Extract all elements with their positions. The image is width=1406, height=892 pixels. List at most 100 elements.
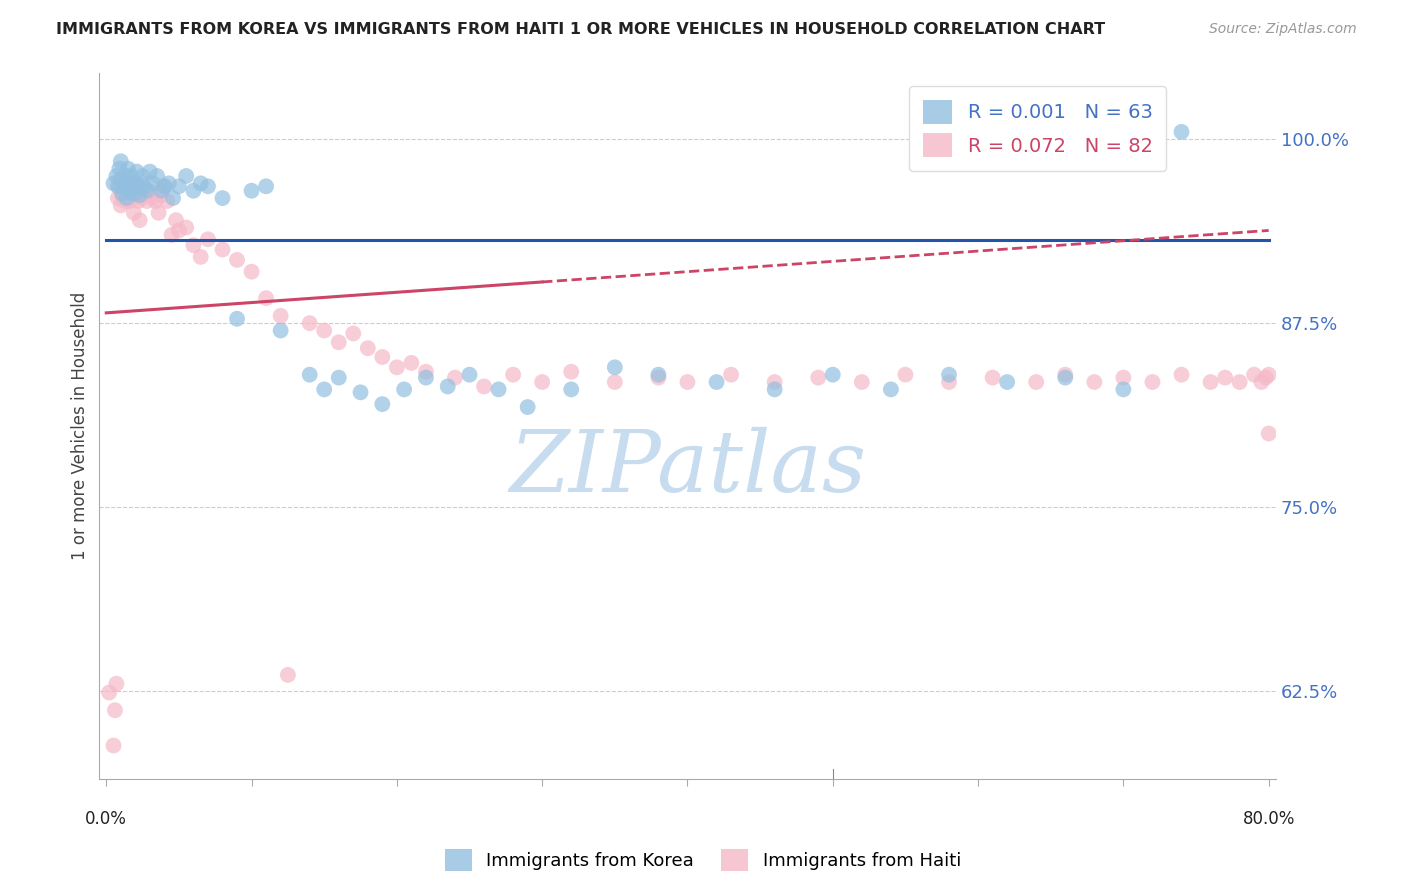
Point xyxy=(516,400,538,414)
Point xyxy=(1257,368,1279,382)
Point xyxy=(995,375,1018,389)
Point xyxy=(183,238,205,252)
Point xyxy=(120,169,142,183)
Point xyxy=(254,179,277,194)
Point xyxy=(118,184,141,198)
Point xyxy=(647,368,669,382)
Point xyxy=(128,213,150,227)
Point xyxy=(160,227,183,242)
Text: 0.0%: 0.0% xyxy=(86,810,127,828)
Point xyxy=(415,370,437,384)
Point xyxy=(270,309,292,323)
Point xyxy=(211,243,233,257)
Point xyxy=(131,177,153,191)
Point xyxy=(1112,370,1135,384)
Point xyxy=(103,739,125,753)
Point xyxy=(98,685,121,699)
Point xyxy=(821,368,844,382)
Point xyxy=(938,375,960,389)
Point xyxy=(1257,426,1279,441)
Point xyxy=(165,213,187,227)
Point xyxy=(444,370,467,384)
Point xyxy=(488,383,510,397)
Point xyxy=(110,172,132,186)
Point xyxy=(211,191,233,205)
Point xyxy=(121,179,143,194)
Point xyxy=(111,186,134,201)
Point xyxy=(763,383,786,397)
Point xyxy=(112,179,135,194)
Point xyxy=(142,177,165,191)
Point xyxy=(114,169,136,183)
Point xyxy=(145,194,167,208)
Point xyxy=(676,375,699,389)
Point xyxy=(197,232,219,246)
Text: Source: ZipAtlas.com: Source: ZipAtlas.com xyxy=(1209,22,1357,37)
Point xyxy=(1229,375,1251,389)
Point xyxy=(153,179,176,194)
Point xyxy=(162,191,184,205)
Point xyxy=(117,161,139,176)
Point xyxy=(167,179,190,194)
Point xyxy=(105,169,128,183)
Point xyxy=(1254,370,1277,384)
Point xyxy=(807,370,830,384)
Point xyxy=(357,341,380,355)
Point xyxy=(254,291,277,305)
Point xyxy=(120,173,142,187)
Point xyxy=(1054,370,1077,384)
Point xyxy=(894,368,917,382)
Point xyxy=(1250,375,1272,389)
Point xyxy=(197,179,219,194)
Point xyxy=(124,188,146,202)
Point xyxy=(129,191,152,205)
Point xyxy=(371,397,394,411)
Point xyxy=(111,188,134,202)
Point xyxy=(436,379,458,393)
Point xyxy=(142,191,165,205)
Point xyxy=(117,177,139,191)
Y-axis label: 1 or more Vehicles in Household: 1 or more Vehicles in Household xyxy=(72,292,89,560)
Text: ZIPatlas: ZIPatlas xyxy=(509,427,866,510)
Point xyxy=(118,194,141,208)
Point xyxy=(851,375,873,389)
Point xyxy=(139,184,162,198)
Point xyxy=(156,194,179,208)
Point xyxy=(502,368,524,382)
Point xyxy=(349,385,371,400)
Point xyxy=(112,184,135,198)
Point xyxy=(314,383,336,397)
Point xyxy=(174,220,197,235)
Point xyxy=(128,188,150,202)
Point xyxy=(401,356,423,370)
Point xyxy=(1170,125,1192,139)
Point xyxy=(132,188,155,202)
Point xyxy=(603,360,626,375)
Point xyxy=(342,326,364,341)
Point xyxy=(115,177,138,191)
Point xyxy=(139,164,162,178)
Point xyxy=(167,223,190,237)
Point xyxy=(108,161,131,176)
Point xyxy=(107,191,129,205)
Point xyxy=(150,184,173,198)
Point xyxy=(103,177,125,191)
Point xyxy=(298,368,321,382)
Point xyxy=(136,184,159,198)
Point xyxy=(314,324,336,338)
Point xyxy=(560,365,582,379)
Point xyxy=(647,370,669,384)
Point xyxy=(122,186,145,201)
Point xyxy=(1243,368,1265,382)
Point xyxy=(127,179,149,194)
Point xyxy=(458,368,481,382)
Point xyxy=(560,383,582,397)
Point xyxy=(136,194,159,208)
Legend: R = 0.001   N = 63, R = 0.072   N = 82: R = 0.001 N = 63, R = 0.072 N = 82 xyxy=(910,87,1166,170)
Point xyxy=(240,184,263,198)
Point xyxy=(125,179,148,194)
Point xyxy=(122,206,145,220)
Point xyxy=(104,703,127,717)
Point xyxy=(226,252,249,267)
Point xyxy=(174,169,197,183)
